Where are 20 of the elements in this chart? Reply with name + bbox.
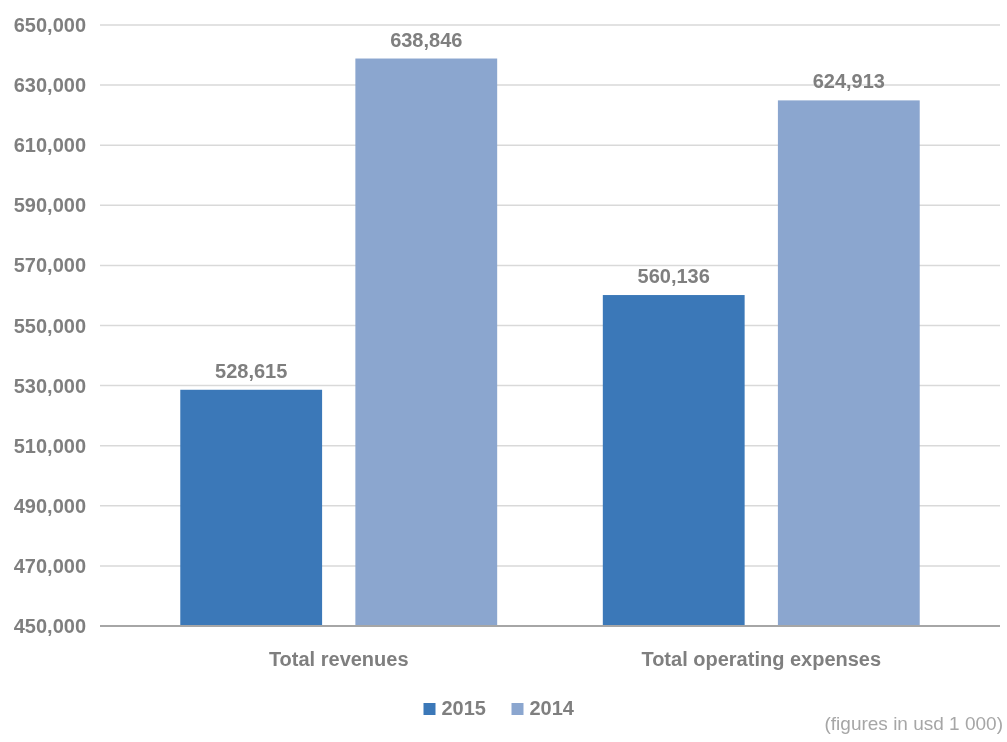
legend-label: 2014 [529,697,575,719]
y-tick-label: 510,000 [13,434,86,457]
legend-label: 2015 [441,697,486,719]
y-tick-label: 650,000 [13,14,86,36]
y-tick-label: 490,000 [13,494,86,517]
data-label: 560,136 [637,265,710,288]
data-label: 528,615 [215,359,288,382]
x-tick-label: Total operating expenses [641,648,882,670]
y-tick-label: 550,000 [13,314,86,337]
y-tick-label: 470,000 [13,554,86,577]
y-tick-label: 630,000 [13,74,86,97]
y-tick-label: 570,000 [13,254,86,277]
text: (figures in usd 1 000) [824,713,1003,734]
y-tick-label: 450,000 [13,615,86,637]
x-tick-label: Total revenues [268,648,409,670]
y-tick-label: 610,000 [13,134,86,157]
data-label: 624,913 [812,70,885,93]
y-tick-label: 590,000 [13,194,86,217]
y-tick-label: 530,000 [13,374,86,397]
data-label: 638,846 [390,28,463,51]
